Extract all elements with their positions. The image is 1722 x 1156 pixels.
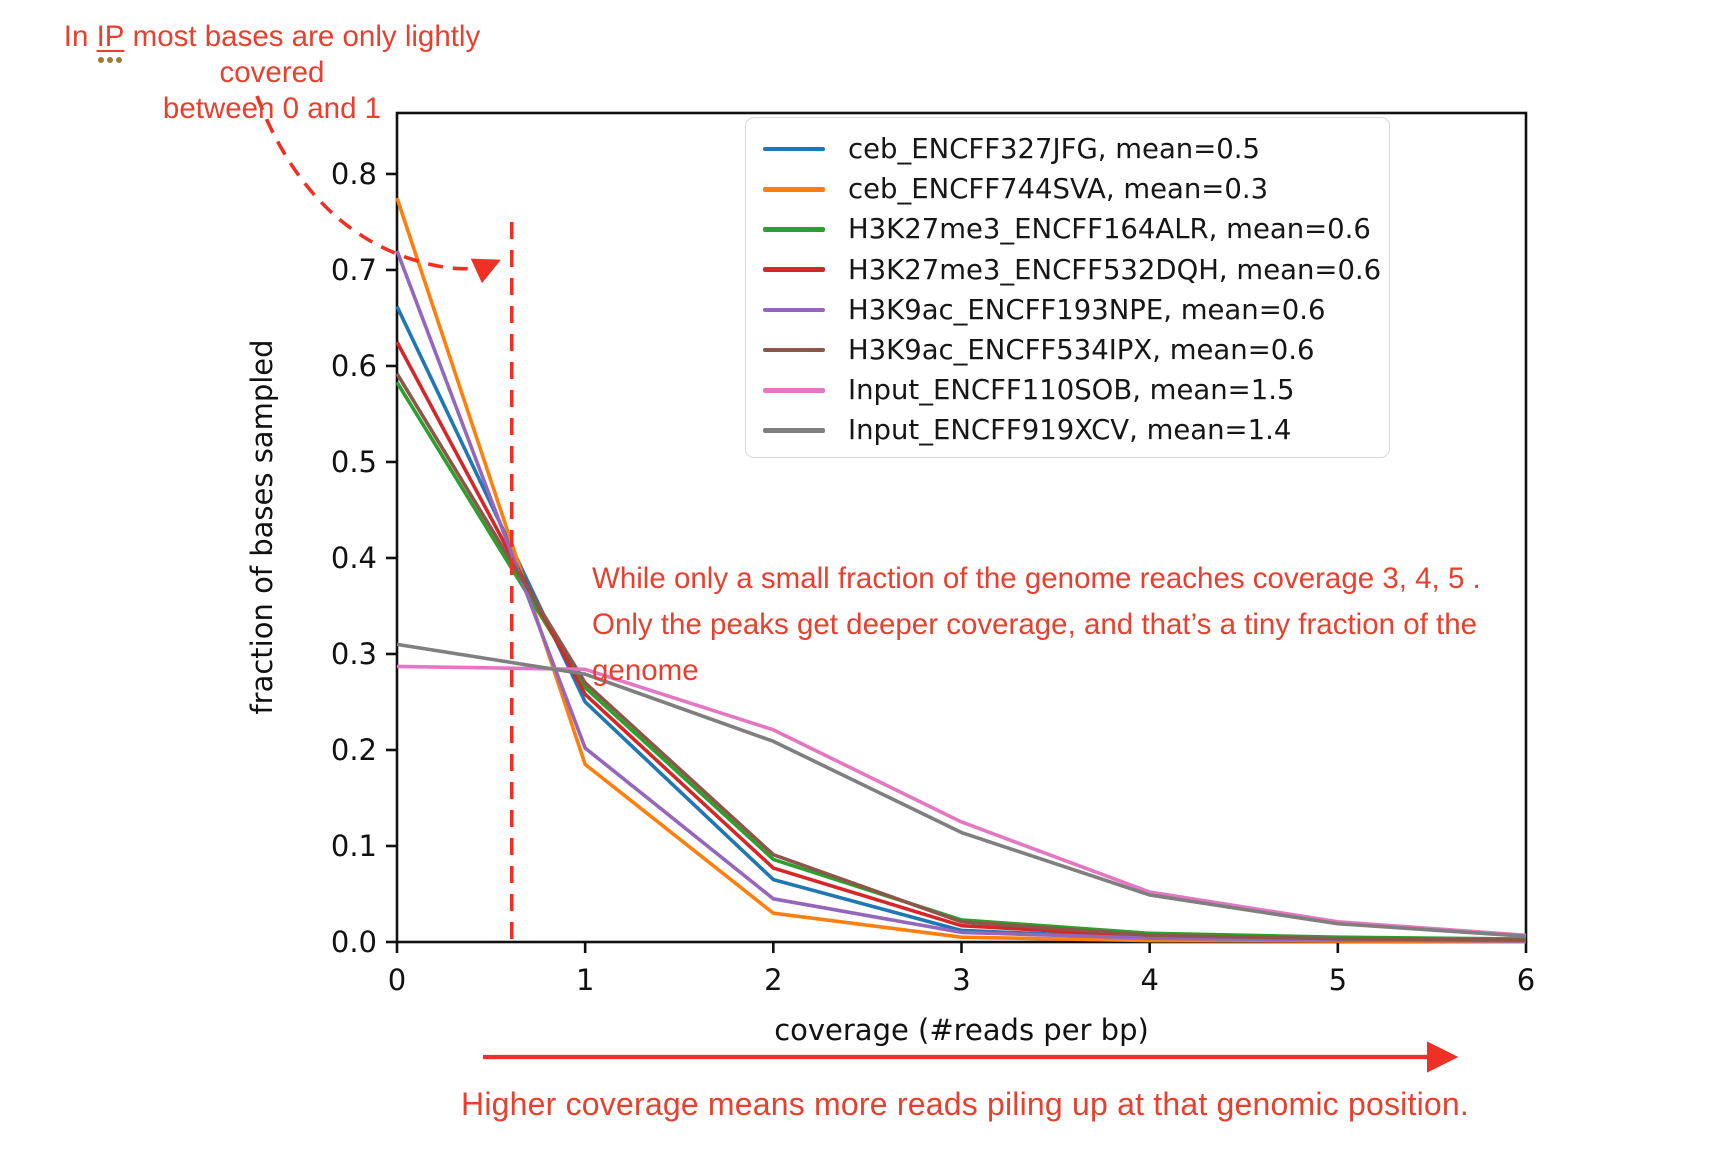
axes: 0 1 2 3 4 5 6 0.0 0.1 0.2 0.3 0.4 0.5 0.6 0.7 0.8 covera… (245, 111, 1535, 1047)
legend-label: Input_ENCFF110SOB, mean=1.5 (848, 374, 1295, 407)
series-lines (395, 197, 1527, 944)
legend-line-swatch (763, 186, 825, 192)
svg-text:0.4: 0.4 (331, 541, 377, 575)
svg-text:5: 5 (1329, 963, 1347, 997)
svg-text:3: 3 (952, 963, 970, 997)
svg-text:6: 6 (1517, 963, 1535, 997)
legend-item: Input_ENCFF919XCV, mean=1.4 (763, 410, 1389, 450)
svg-text:fraction of bases sampled: fraction of bases sampled (245, 339, 279, 714)
svg-text:1: 1 (576, 963, 594, 997)
svg-text:0.2: 0.2 (331, 733, 377, 767)
legend-label: H3K27me3_ENCFF532DQH, mean=0.6 (848, 253, 1382, 286)
legend-label: ceb_ENCFF744SVA, mean=0.3 (848, 173, 1269, 206)
svg-text:0.6: 0.6 (331, 349, 377, 383)
legend-line-swatch (763, 146, 825, 152)
legend-line-swatch (763, 227, 825, 232)
legend-label: H3K27me3_ENCFF164ALR, mean=0.6 (848, 213, 1371, 246)
legend-line-swatch (763, 267, 825, 272)
top-annotation-line1: In IP most bases are only lightly covere… (63, 20, 481, 89)
svg-text:0: 0 (388, 963, 406, 997)
svg-text:0.3: 0.3 (331, 637, 377, 671)
series-Input_ENCFF919XCV (396, 642, 1527, 939)
svg-text:0.7: 0.7 (331, 253, 377, 287)
legend-item: H3K27me3_ENCFF164ALR, mean=0.6 (763, 209, 1389, 249)
svg-text:0.1: 0.1 (331, 829, 377, 863)
svg-text:0.5: 0.5 (331, 445, 377, 479)
mid-annotation: While only a small fraction of the genom… (592, 562, 1481, 687)
top-annotation: In IP most bases are only lightly covere… (22, 19, 522, 127)
chart-legend: ceb_ENCFF327JFG, mean=0.5 ceb_ENCFF744SVA… (745, 117, 1390, 458)
series-H3K9ac_ENCFF534IPX (395, 372, 1527, 942)
legend-label: Input_ENCFF919XCV, mean=1.4 (848, 414, 1292, 447)
legend-line-swatch (763, 347, 825, 353)
legend-item: H3K9ac_ENCFF193NPE, mean=0.6 (763, 290, 1389, 330)
legend-line-swatch (763, 307, 825, 313)
legend-item: ceb_ENCFF327JFG, mean=0.5 (763, 129, 1389, 169)
dashed-curve-arrow (255, 95, 501, 284)
legend-item: Input_ENCFF110SOB, mean=1.5 (763, 370, 1389, 410)
top-annotation-line2: between 0 and 1 (162, 92, 382, 125)
legend-line-swatch (763, 387, 825, 393)
legend-label: H3K9ac_ENCFF193NPE, mean=0.6 (848, 293, 1326, 326)
legend-label: ceb_ENCFF327JFG, mean=0.5 (848, 133, 1261, 166)
series-Input_ENCFF110SOB (396, 664, 1527, 938)
svg-text:0.0: 0.0 (331, 925, 377, 959)
legend-item: H3K9ac_ENCFF534IPX, mean=0.6 (763, 330, 1389, 370)
svg-text:2: 2 (764, 963, 782, 997)
legend-item: ceb_ENCFF744SVA, mean=0.3 (763, 169, 1389, 209)
ip-term: IP (96, 20, 125, 63)
svg-text:0.8: 0.8 (331, 157, 377, 191)
bottom-annotation: Higher coverage means more reads piling … (461, 1086, 1469, 1122)
legend-line-swatch (763, 428, 825, 433)
legend-item: H3K27me3_ENCFF532DQH, mean=0.6 (763, 250, 1389, 290)
svg-text:4: 4 (1140, 963, 1158, 997)
svg-text:coverage (#reads per bp): coverage (#reads per bp) (774, 1013, 1149, 1047)
legend-label: H3K9ac_ENCFF534IPX, mean=0.6 (848, 334, 1315, 367)
